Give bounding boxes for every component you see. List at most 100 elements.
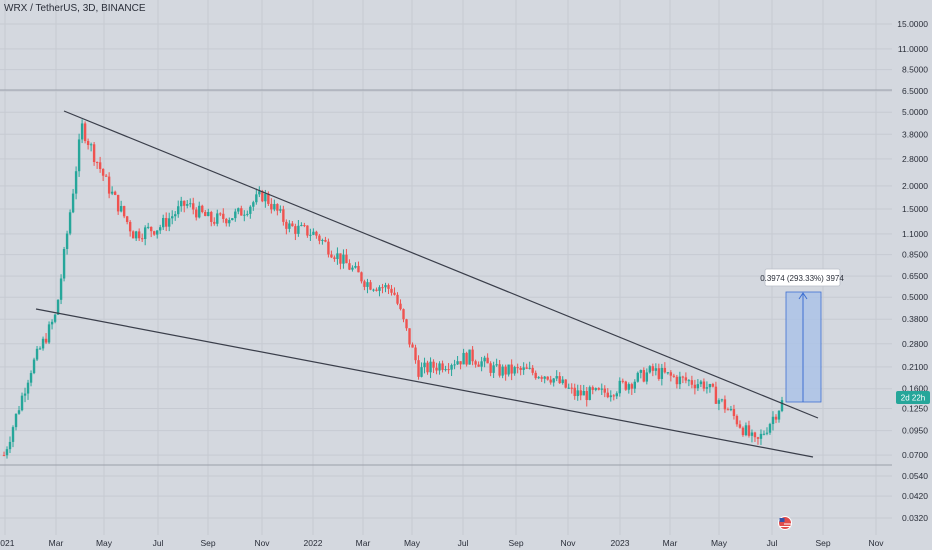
candle-body bbox=[207, 212, 210, 217]
candle-body bbox=[726, 409, 730, 411]
candle-body bbox=[618, 380, 621, 394]
candle-body bbox=[171, 216, 174, 219]
candle-body bbox=[98, 162, 102, 169]
candle-body bbox=[38, 348, 42, 350]
candle-body bbox=[210, 212, 213, 222]
candle-body bbox=[642, 370, 646, 382]
price-range-measure[interactable]: 0.3974 (293.33%) 3974 bbox=[760, 268, 844, 403]
candle-body bbox=[507, 364, 510, 375]
candle-body bbox=[384, 285, 387, 288]
candle-body bbox=[573, 387, 576, 397]
candle-body bbox=[198, 205, 201, 218]
chart-grid bbox=[0, 0, 892, 535]
candle-body bbox=[780, 400, 784, 411]
candle-body bbox=[258, 191, 261, 195]
candle-body bbox=[35, 348, 39, 360]
price-tick-label: 1.1000 bbox=[902, 229, 928, 239]
candle-body bbox=[92, 144, 96, 163]
candle-body bbox=[621, 380, 624, 382]
candle-body bbox=[459, 361, 462, 365]
candle-body bbox=[110, 191, 114, 194]
candle-body bbox=[17, 410, 21, 414]
candle-body bbox=[597, 388, 600, 390]
candle-body bbox=[243, 214, 246, 216]
candle-body bbox=[26, 382, 30, 394]
candle-body bbox=[119, 206, 123, 212]
time-tick-label: Nov bbox=[868, 538, 884, 548]
candle-body bbox=[324, 239, 327, 242]
candle-body bbox=[654, 368, 658, 371]
upper-trendline[interactable] bbox=[63, 110, 819, 419]
candle-body bbox=[690, 380, 694, 385]
candle-body bbox=[174, 214, 177, 217]
candle-body bbox=[612, 395, 615, 397]
candle-body bbox=[2, 455, 6, 457]
candle-body bbox=[750, 432, 754, 436]
candle-body bbox=[231, 218, 234, 221]
candle-body bbox=[636, 372, 640, 382]
price-tick-label: 3.8000 bbox=[902, 129, 928, 139]
candle-body bbox=[32, 359, 36, 374]
candle-body bbox=[264, 193, 267, 202]
candle-body bbox=[363, 281, 366, 287]
candle-body bbox=[717, 400, 721, 404]
candlestick-series bbox=[2, 119, 784, 459]
time-tick-label: Sep bbox=[508, 538, 523, 548]
trendlines[interactable] bbox=[35, 110, 819, 458]
candle-body bbox=[672, 375, 676, 377]
candle-body bbox=[219, 213, 222, 215]
candle-body bbox=[249, 206, 252, 214]
candle-body bbox=[387, 285, 390, 289]
candle-body bbox=[300, 225, 303, 227]
countdown-label: 2d 22h bbox=[901, 394, 925, 403]
candle-body bbox=[5, 449, 9, 456]
candle-body bbox=[309, 234, 312, 236]
time-tick-label: 2023 bbox=[611, 538, 630, 548]
candle-body bbox=[696, 384, 700, 389]
candle-body bbox=[128, 221, 132, 232]
candle-body bbox=[68, 212, 72, 234]
candle-body bbox=[462, 352, 465, 365]
time-axis[interactable]: 2021 Mar May Jul Sep Nov 2022 Mar May Jul Sep Nov 20… bbox=[0, 538, 884, 548]
candle-body bbox=[420, 367, 423, 377]
candle-body bbox=[177, 206, 180, 215]
candle-body bbox=[303, 225, 306, 227]
candle-body bbox=[273, 204, 276, 210]
candle-body bbox=[681, 376, 685, 378]
candle-body bbox=[131, 231, 135, 239]
candle-body bbox=[549, 379, 552, 383]
price-axis[interactable]: 15.0000 11.0000 8.5000 6.5000 5.0000 3.8000 2.… bbox=[896, 19, 930, 523]
candle-body bbox=[342, 254, 345, 264]
candle-body bbox=[609, 395, 612, 398]
candle-body bbox=[20, 395, 24, 411]
candle-body bbox=[149, 226, 153, 232]
candle-body bbox=[546, 376, 549, 380]
price-tick-label: 0.0700 bbox=[902, 450, 928, 460]
candle-body bbox=[405, 319, 408, 329]
candle-body bbox=[555, 376, 558, 379]
time-tick-label: Jul bbox=[458, 538, 469, 548]
chart-title: WRX / TetherUS, 3D, BINANCE bbox=[4, 3, 146, 14]
candle-body bbox=[501, 366, 504, 376]
candle-body bbox=[62, 248, 66, 279]
candle-body bbox=[107, 176, 111, 194]
candle-body bbox=[104, 175, 108, 177]
candle-body bbox=[543, 376, 546, 379]
candle-body bbox=[168, 218, 171, 227]
candle-body bbox=[336, 253, 339, 260]
candle-body bbox=[77, 139, 81, 172]
price-tick-label: 0.0540 bbox=[902, 471, 928, 481]
lower-trendline[interactable] bbox=[35, 308, 814, 458]
time-tick-label: May bbox=[711, 538, 728, 548]
candle-body bbox=[762, 433, 766, 435]
time-tick-label: Sep bbox=[815, 538, 830, 548]
price-tick-label: 0.1250 bbox=[902, 404, 928, 414]
candle-body bbox=[327, 241, 330, 255]
candle-body bbox=[59, 278, 63, 300]
price-tick-label: 15.0000 bbox=[897, 19, 928, 29]
candle-body bbox=[56, 299, 60, 315]
candle-body bbox=[660, 367, 664, 379]
candle-body bbox=[735, 415, 739, 425]
candle-body bbox=[378, 287, 381, 291]
